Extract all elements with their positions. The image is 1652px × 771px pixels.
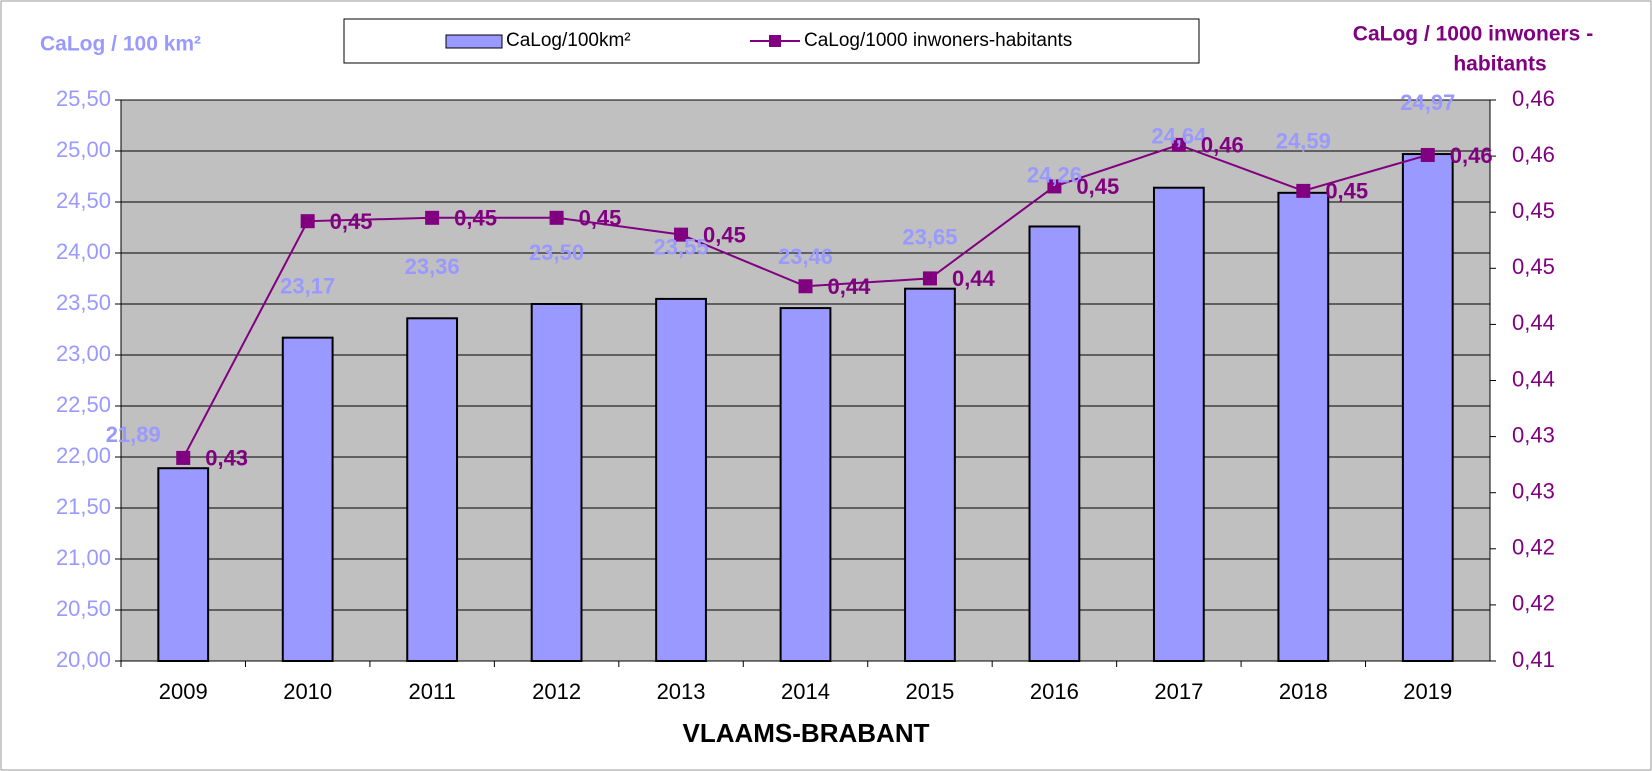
line-value-label: 0,46 [1201,133,1244,158]
y2-axis-title: habitants [1453,53,1546,76]
x-tick-label: 2019 [1403,679,1452,704]
line-value-label: 0,43 [205,446,248,471]
y-tick-label: 20,00 [56,647,111,672]
y-tick-label: 21,50 [56,494,111,519]
x-tick-label: 2013 [657,679,706,704]
y-tick-label: 23,00 [56,341,111,366]
y2-tick-label: 0,44 [1512,366,1555,391]
x-tick-label: 2014 [781,679,830,704]
bar [904,287,956,662]
line-value-label: 0,45 [454,206,497,231]
x-axis-title: VLAAMS-BRABANT [683,718,930,748]
line-value-label: 0,45 [330,209,373,234]
legend-swatch [445,34,503,49]
bar [1277,191,1330,662]
bar [1401,153,1454,662]
x-tick-label: 2017 [1154,679,1203,704]
bar [406,317,459,662]
bar [157,467,210,662]
y-tick-label: 23,50 [56,290,111,315]
bar-value-label: 23,17 [280,273,335,298]
bar-value-label: 24,59 [1276,129,1331,154]
legend-marker [769,35,781,47]
x-tick-label: 2012 [532,679,581,704]
x-tick-label: 2016 [1030,679,1079,704]
y-tick-label: 25,00 [56,137,111,162]
y2-axis-title: CaLog / 1000 inwoners - [1353,23,1593,46]
line-marker [922,271,937,286]
y2-tick-label: 0,43 [1512,422,1555,447]
line-marker [300,214,315,229]
line-marker [176,450,191,465]
bar [281,336,334,662]
line-marker [549,210,564,225]
y-tick-label: 20,50 [56,596,111,621]
bar [655,297,707,662]
line-value-label: 0,44 [952,266,996,291]
bar-value-label: 23,36 [405,254,460,279]
y2-tick-label: 0,42 [1512,591,1555,616]
y-tick-label: 25,50 [56,86,111,111]
x-tick-label: 2018 [1279,679,1328,704]
x-tick-label: 2009 [159,679,208,704]
y2-tick-label: 0,45 [1512,198,1555,223]
y-tick-label: 22,00 [56,443,111,468]
line-marker [1047,179,1062,194]
line-value-label: 0,45 [703,222,746,247]
line-value-label: 0,44 [828,274,872,299]
legend-label: CaLog/100km² [506,30,631,51]
bar [1028,225,1081,662]
bar-value-label: 23,65 [902,225,957,250]
y-axis-title: CaLog / 100 km² [40,33,201,56]
bar [779,307,832,662]
line-value-label: 0,46 [1450,143,1493,168]
line-marker [1171,137,1186,152]
y2-tick-label: 0,46 [1512,142,1555,167]
y2-tick-label: 0,41 [1512,647,1555,672]
bar-value-label: 24,97 [1400,90,1455,115]
x-tick-label: 2010 [283,679,332,704]
y2-tick-label: 0,43 [1512,479,1555,504]
line-value-label: 0,45 [1325,179,1368,204]
bar-value-label: 24,26 [1027,162,1082,187]
line-marker [1296,183,1311,198]
y2-tick-label: 0,42 [1512,535,1555,560]
bar-value-label: 23,50 [529,240,584,265]
y-tick-label: 24,50 [56,188,111,213]
bar [1152,186,1205,662]
y2-tick-label: 0,45 [1512,254,1555,279]
bar-value-label: 24,64 [1151,124,1207,149]
line-marker [798,279,813,294]
bar-value-label: 23,55 [654,235,709,260]
x-tick-label: 2015 [905,679,954,704]
line-value-label: 0,45 [579,206,622,231]
line-marker [425,210,440,225]
bar-value-label: 21,89 [106,422,161,447]
line-value-label: 0,45 [1076,174,1119,199]
bar [530,303,583,662]
y-tick-label: 21,00 [56,545,111,570]
x-tick-label: 2011 [408,679,455,704]
y2-tick-label: 0,46 [1512,86,1555,111]
y2-tick-label: 0,44 [1512,310,1555,335]
y-tick-label: 24,00 [56,239,111,264]
bar-value-label: 23,46 [778,244,833,269]
line-marker [1420,147,1435,162]
legend-label: CaLog/1000 inwoners-habitants [804,30,1072,51]
y-tick-label: 22,50 [56,392,111,417]
line-marker [674,227,689,242]
